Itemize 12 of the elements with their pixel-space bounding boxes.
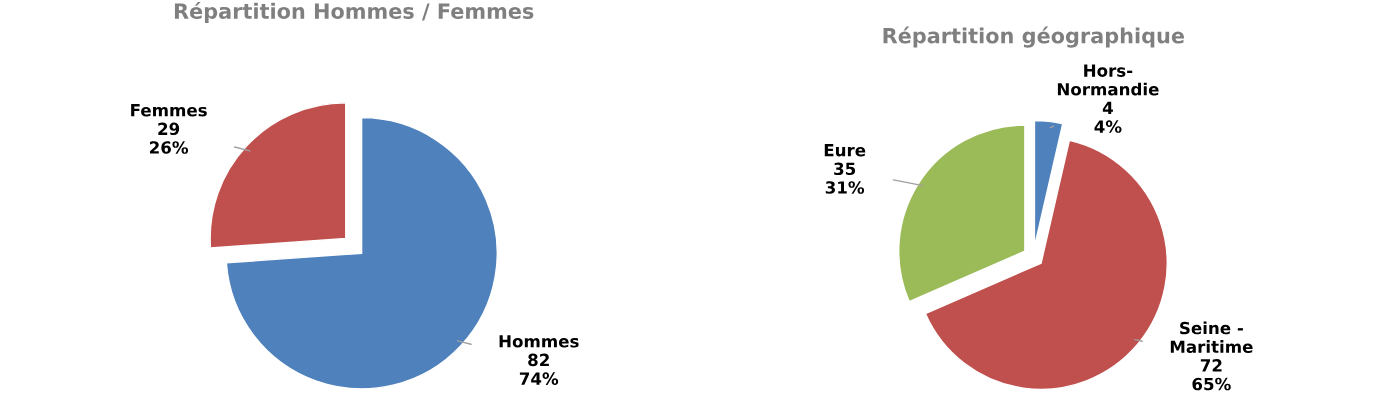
chart-title: Répartition Hommes / Femmes xyxy=(174,1,534,23)
data-label: 82 74% xyxy=(519,353,559,385)
slice-label: Hors- Normandie xyxy=(1057,64,1159,96)
data-label: 35 31% xyxy=(825,162,865,194)
data-label: 4 4% xyxy=(1094,101,1122,133)
slice-label: Eure xyxy=(824,144,866,157)
chart-title: Répartition géographique xyxy=(883,26,1184,48)
data-label: 29 26% xyxy=(150,122,189,154)
slice-label: Seine - Maritime xyxy=(1170,321,1253,354)
data-label: 72 65% xyxy=(1192,359,1231,391)
slice-label: Femmes xyxy=(131,104,207,117)
slice-label: Hommes xyxy=(499,335,579,348)
